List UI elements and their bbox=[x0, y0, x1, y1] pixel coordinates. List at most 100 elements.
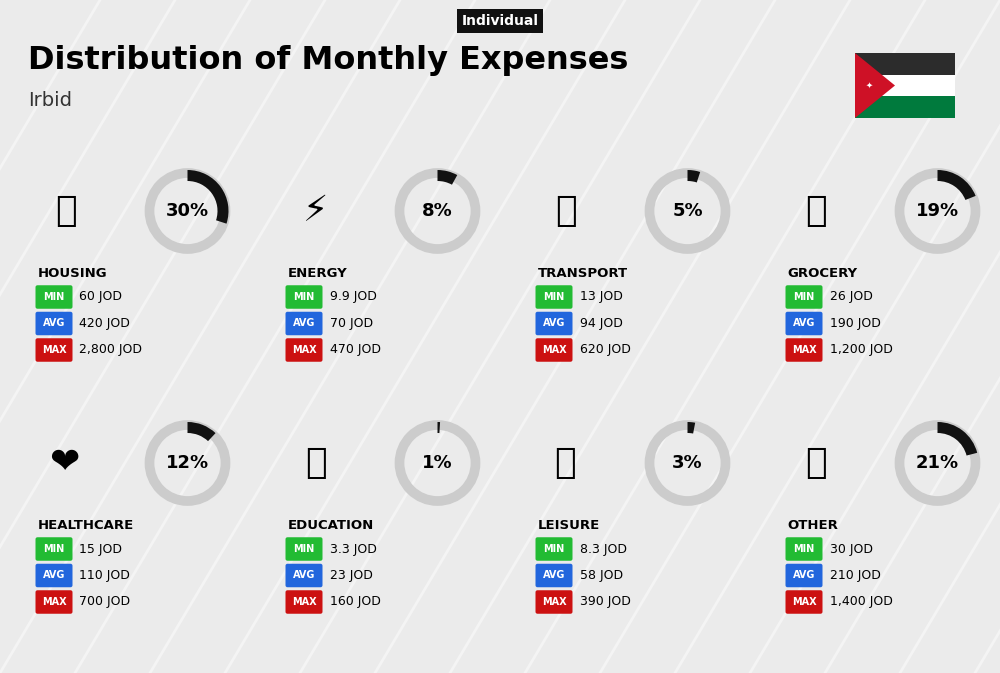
FancyBboxPatch shape bbox=[855, 96, 955, 118]
Text: MIN: MIN bbox=[43, 544, 65, 554]
Wedge shape bbox=[938, 170, 976, 200]
Text: Distribution of Monthly Expenses: Distribution of Monthly Expenses bbox=[28, 46, 628, 77]
FancyBboxPatch shape bbox=[35, 590, 72, 614]
Text: ENERGY: ENERGY bbox=[288, 267, 347, 280]
FancyBboxPatch shape bbox=[786, 339, 822, 362]
Text: MAX: MAX bbox=[792, 597, 816, 607]
FancyBboxPatch shape bbox=[536, 564, 572, 588]
Text: 1,400 JOD: 1,400 JOD bbox=[830, 596, 892, 608]
Wedge shape bbox=[938, 422, 977, 456]
Text: 3.3 JOD: 3.3 JOD bbox=[330, 542, 376, 555]
Wedge shape bbox=[438, 422, 440, 433]
Text: MIN: MIN bbox=[293, 544, 315, 554]
FancyBboxPatch shape bbox=[286, 590, 322, 614]
Text: 🏙: 🏙 bbox=[55, 194, 76, 228]
Text: 420 JOD: 420 JOD bbox=[79, 317, 130, 330]
Text: 30 JOD: 30 JOD bbox=[830, 542, 872, 555]
Text: 🎓: 🎓 bbox=[305, 446, 326, 480]
Text: 390 JOD: 390 JOD bbox=[580, 596, 630, 608]
Text: MAX: MAX bbox=[292, 597, 316, 607]
FancyBboxPatch shape bbox=[536, 339, 572, 362]
Text: AVG: AVG bbox=[43, 318, 65, 328]
Text: 9.9 JOD: 9.9 JOD bbox=[330, 291, 376, 304]
FancyBboxPatch shape bbox=[786, 590, 822, 614]
Text: MAX: MAX bbox=[542, 597, 566, 607]
FancyBboxPatch shape bbox=[786, 537, 822, 561]
Text: MIN: MIN bbox=[43, 292, 65, 302]
Wedge shape bbox=[188, 422, 216, 441]
FancyBboxPatch shape bbox=[786, 564, 822, 588]
Text: AVG: AVG bbox=[43, 571, 65, 581]
Text: LEISURE: LEISURE bbox=[538, 519, 600, 532]
Text: 94 JOD: 94 JOD bbox=[580, 317, 622, 330]
Text: MAX: MAX bbox=[292, 345, 316, 355]
FancyBboxPatch shape bbox=[35, 339, 72, 362]
FancyBboxPatch shape bbox=[35, 537, 72, 561]
Text: MAX: MAX bbox=[42, 597, 66, 607]
Text: AVG: AVG bbox=[793, 571, 815, 581]
Text: 58 JOD: 58 JOD bbox=[580, 569, 623, 582]
FancyBboxPatch shape bbox=[536, 285, 572, 309]
Text: MIN: MIN bbox=[543, 292, 565, 302]
Wedge shape bbox=[438, 170, 457, 184]
Text: 12%: 12% bbox=[166, 454, 209, 472]
Text: ⚡: ⚡ bbox=[303, 194, 328, 228]
Text: TRANSPORT: TRANSPORT bbox=[538, 267, 628, 280]
Text: MIN: MIN bbox=[793, 292, 815, 302]
Text: 🛍️: 🛍️ bbox=[555, 446, 576, 480]
Text: OTHER: OTHER bbox=[788, 519, 838, 532]
FancyBboxPatch shape bbox=[35, 312, 72, 335]
FancyBboxPatch shape bbox=[536, 537, 572, 561]
Text: 26 JOD: 26 JOD bbox=[830, 291, 872, 304]
Text: 190 JOD: 190 JOD bbox=[830, 317, 880, 330]
Text: 3%: 3% bbox=[672, 454, 703, 472]
Wedge shape bbox=[188, 170, 228, 223]
Text: 1,200 JOD: 1,200 JOD bbox=[830, 343, 892, 357]
Text: 23 JOD: 23 JOD bbox=[330, 569, 372, 582]
Text: MAX: MAX bbox=[792, 345, 816, 355]
Text: 👜: 👜 bbox=[805, 446, 826, 480]
FancyBboxPatch shape bbox=[286, 537, 322, 561]
Text: AVG: AVG bbox=[543, 571, 565, 581]
Text: MIN: MIN bbox=[793, 544, 815, 554]
Text: 1%: 1% bbox=[422, 454, 453, 472]
Text: 470 JOD: 470 JOD bbox=[330, 343, 380, 357]
Text: 🚌: 🚌 bbox=[555, 194, 576, 228]
FancyBboxPatch shape bbox=[855, 75, 955, 96]
Text: 15 JOD: 15 JOD bbox=[79, 542, 122, 555]
Text: MAX: MAX bbox=[42, 345, 66, 355]
FancyBboxPatch shape bbox=[35, 285, 72, 309]
Text: 19%: 19% bbox=[916, 202, 959, 220]
Text: MAX: MAX bbox=[542, 345, 566, 355]
Text: 60 JOD: 60 JOD bbox=[79, 291, 122, 304]
Text: AVG: AVG bbox=[293, 318, 315, 328]
Text: Individual: Individual bbox=[462, 14, 538, 28]
FancyBboxPatch shape bbox=[286, 285, 322, 309]
Text: ❤️: ❤️ bbox=[50, 446, 81, 480]
Text: 210 JOD: 210 JOD bbox=[830, 569, 880, 582]
Text: 🛒: 🛒 bbox=[805, 194, 826, 228]
Text: 8%: 8% bbox=[422, 202, 453, 220]
FancyBboxPatch shape bbox=[536, 312, 572, 335]
Text: 110 JOD: 110 JOD bbox=[79, 569, 130, 582]
FancyBboxPatch shape bbox=[286, 339, 322, 362]
Text: EDUCATION: EDUCATION bbox=[288, 519, 374, 532]
Text: 160 JOD: 160 JOD bbox=[330, 596, 380, 608]
Text: 30%: 30% bbox=[166, 202, 209, 220]
Text: GROCERY: GROCERY bbox=[788, 267, 858, 280]
Polygon shape bbox=[855, 53, 895, 118]
Text: 13 JOD: 13 JOD bbox=[580, 291, 622, 304]
FancyBboxPatch shape bbox=[286, 564, 322, 588]
FancyBboxPatch shape bbox=[786, 312, 822, 335]
FancyBboxPatch shape bbox=[286, 312, 322, 335]
FancyBboxPatch shape bbox=[855, 53, 955, 75]
Text: AVG: AVG bbox=[543, 318, 565, 328]
Text: ✦: ✦ bbox=[866, 81, 873, 90]
FancyBboxPatch shape bbox=[35, 564, 72, 588]
Text: MIN: MIN bbox=[543, 544, 565, 554]
Text: HEALTHCARE: HEALTHCARE bbox=[37, 519, 134, 532]
Text: HOUSING: HOUSING bbox=[37, 267, 107, 280]
FancyBboxPatch shape bbox=[536, 590, 572, 614]
Text: 700 JOD: 700 JOD bbox=[79, 596, 131, 608]
Text: MIN: MIN bbox=[293, 292, 315, 302]
